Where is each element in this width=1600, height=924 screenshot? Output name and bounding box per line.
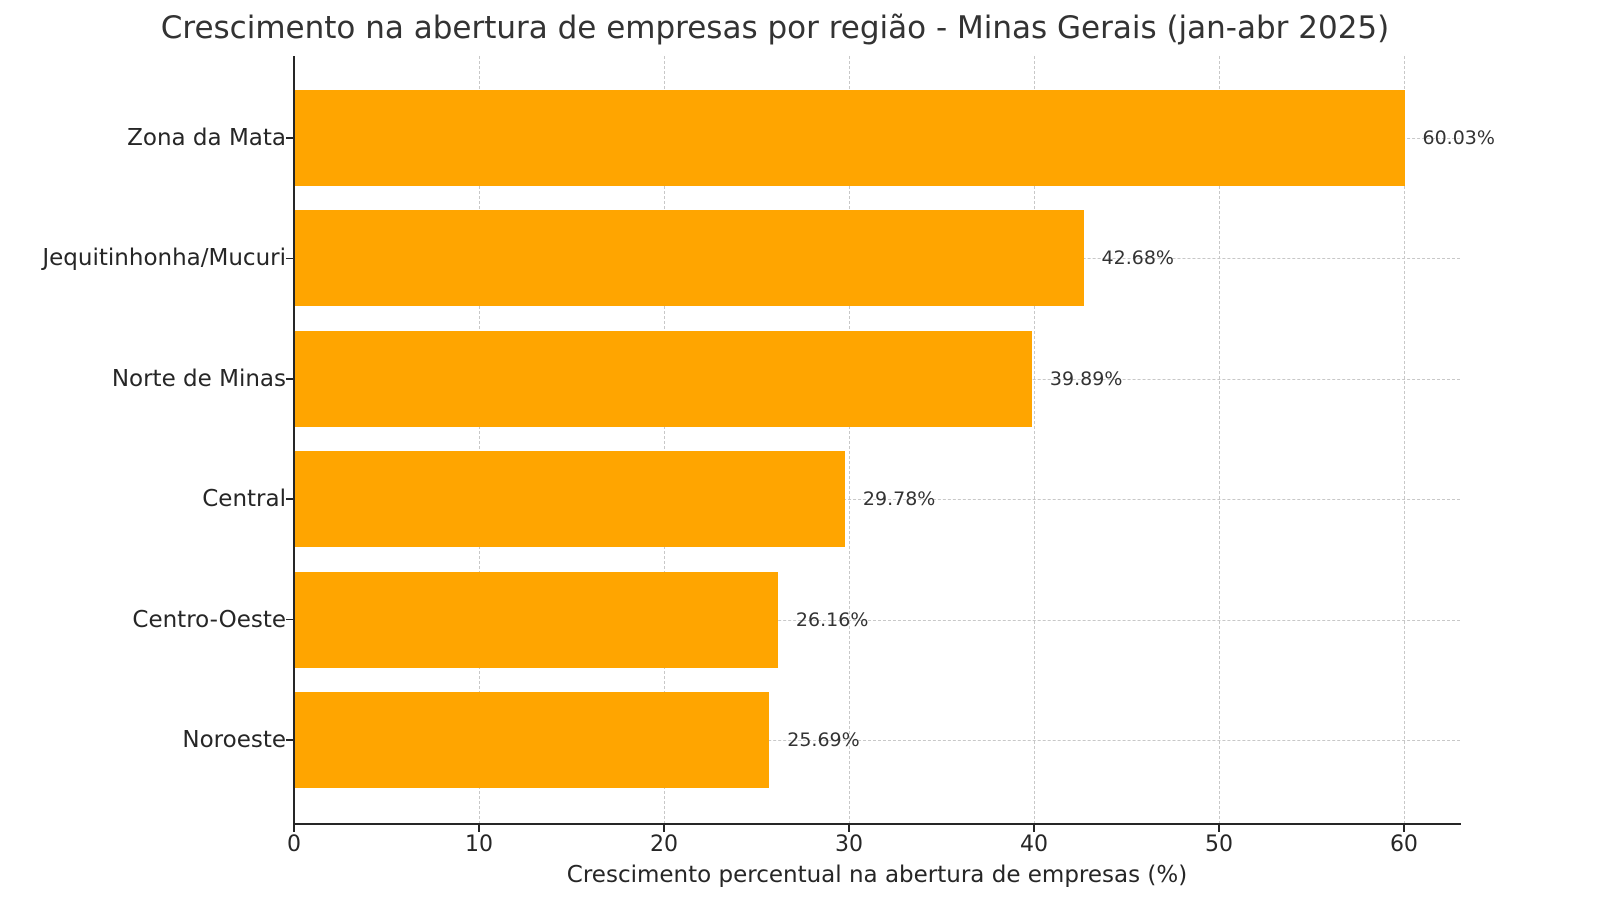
y-tick-label: Jequitinhonha/Mucuri: [42, 245, 286, 272]
bar-value-label: 60.03%: [1422, 127, 1495, 149]
gridline-horizontal: [294, 619, 1460, 621]
bar-value-label: 26.16%: [795, 608, 869, 631]
gridline-vertical: [478, 56, 480, 824]
gridline-vertical: [663, 56, 665, 824]
y-tick-label: Zona da Mata: [127, 125, 286, 151]
x-tick-label: 50: [1204, 832, 1233, 857]
bar-jequitinhonha-mucuri: [294, 210, 1084, 307]
gridline-horizontal: [294, 740, 1460, 741]
x-tick-label: 40: [1019, 832, 1048, 857]
x-tick-mark: [293, 825, 295, 832]
x-tick-label: 30: [834, 832, 863, 857]
y-tick-label: Noroeste: [182, 727, 286, 753]
x-axis-line: [293, 823, 1461, 825]
x-tick-mark: [663, 825, 665, 832]
x-tick-mark: [1218, 825, 1220, 832]
y-tick-mark: [286, 257, 293, 260]
y-tick-label: Norte de Minas: [111, 365, 286, 392]
bar-centro-oeste: [294, 571, 778, 668]
gridline-vertical: [1403, 56, 1405, 824]
x-tick-mark: [848, 825, 850, 832]
gridline-vertical: [1033, 56, 1035, 824]
x-tick-label: 60: [1389, 832, 1418, 857]
bar-central: [294, 451, 845, 548]
y-axis-line: [293, 56, 295, 825]
x-tick-mark: [1403, 825, 1405, 832]
bar-value-label: 25.69%: [787, 729, 860, 751]
plot-area: 60.03% 42.68% 39.89% 29.78% 26.16% 25.69%: [294, 56, 1495, 824]
y-tick-mark: [286, 137, 293, 139]
chart-title: Crescimento na abertura de empresas por …: [160, 10, 1390, 46]
y-tick-label: Central: [202, 486, 286, 513]
y-tick-mark: [286, 498, 293, 500]
y-tick-mark: [286, 739, 293, 741]
y-tick-mark: [286, 378, 293, 380]
bar-value-label: 42.68%: [1101, 247, 1174, 270]
gridline-vertical: [848, 56, 850, 824]
y-tick-mark: [286, 618, 293, 621]
x-tick-label: 0: [287, 832, 301, 857]
bar-value-label: 39.89%: [1049, 367, 1123, 390]
bar-noroeste: [294, 692, 770, 788]
gridline-vertical: [1218, 56, 1220, 824]
x-tick-label: 10: [464, 832, 493, 857]
gridline-horizontal: [294, 499, 1460, 501]
bar-zona-da-mata: [294, 90, 1405, 186]
bar-norte-de-minas: [294, 330, 1032, 427]
x-tick-mark: [1033, 825, 1035, 832]
x-tick-mark: [478, 825, 480, 832]
x-tick-label: 20: [649, 832, 678, 857]
bar-value-label: 29.78%: [862, 488, 936, 511]
x-axis-title: Crescimento percentual na abertura de em…: [566, 862, 1188, 888]
y-tick-label: Centro-Oeste: [132, 606, 286, 633]
